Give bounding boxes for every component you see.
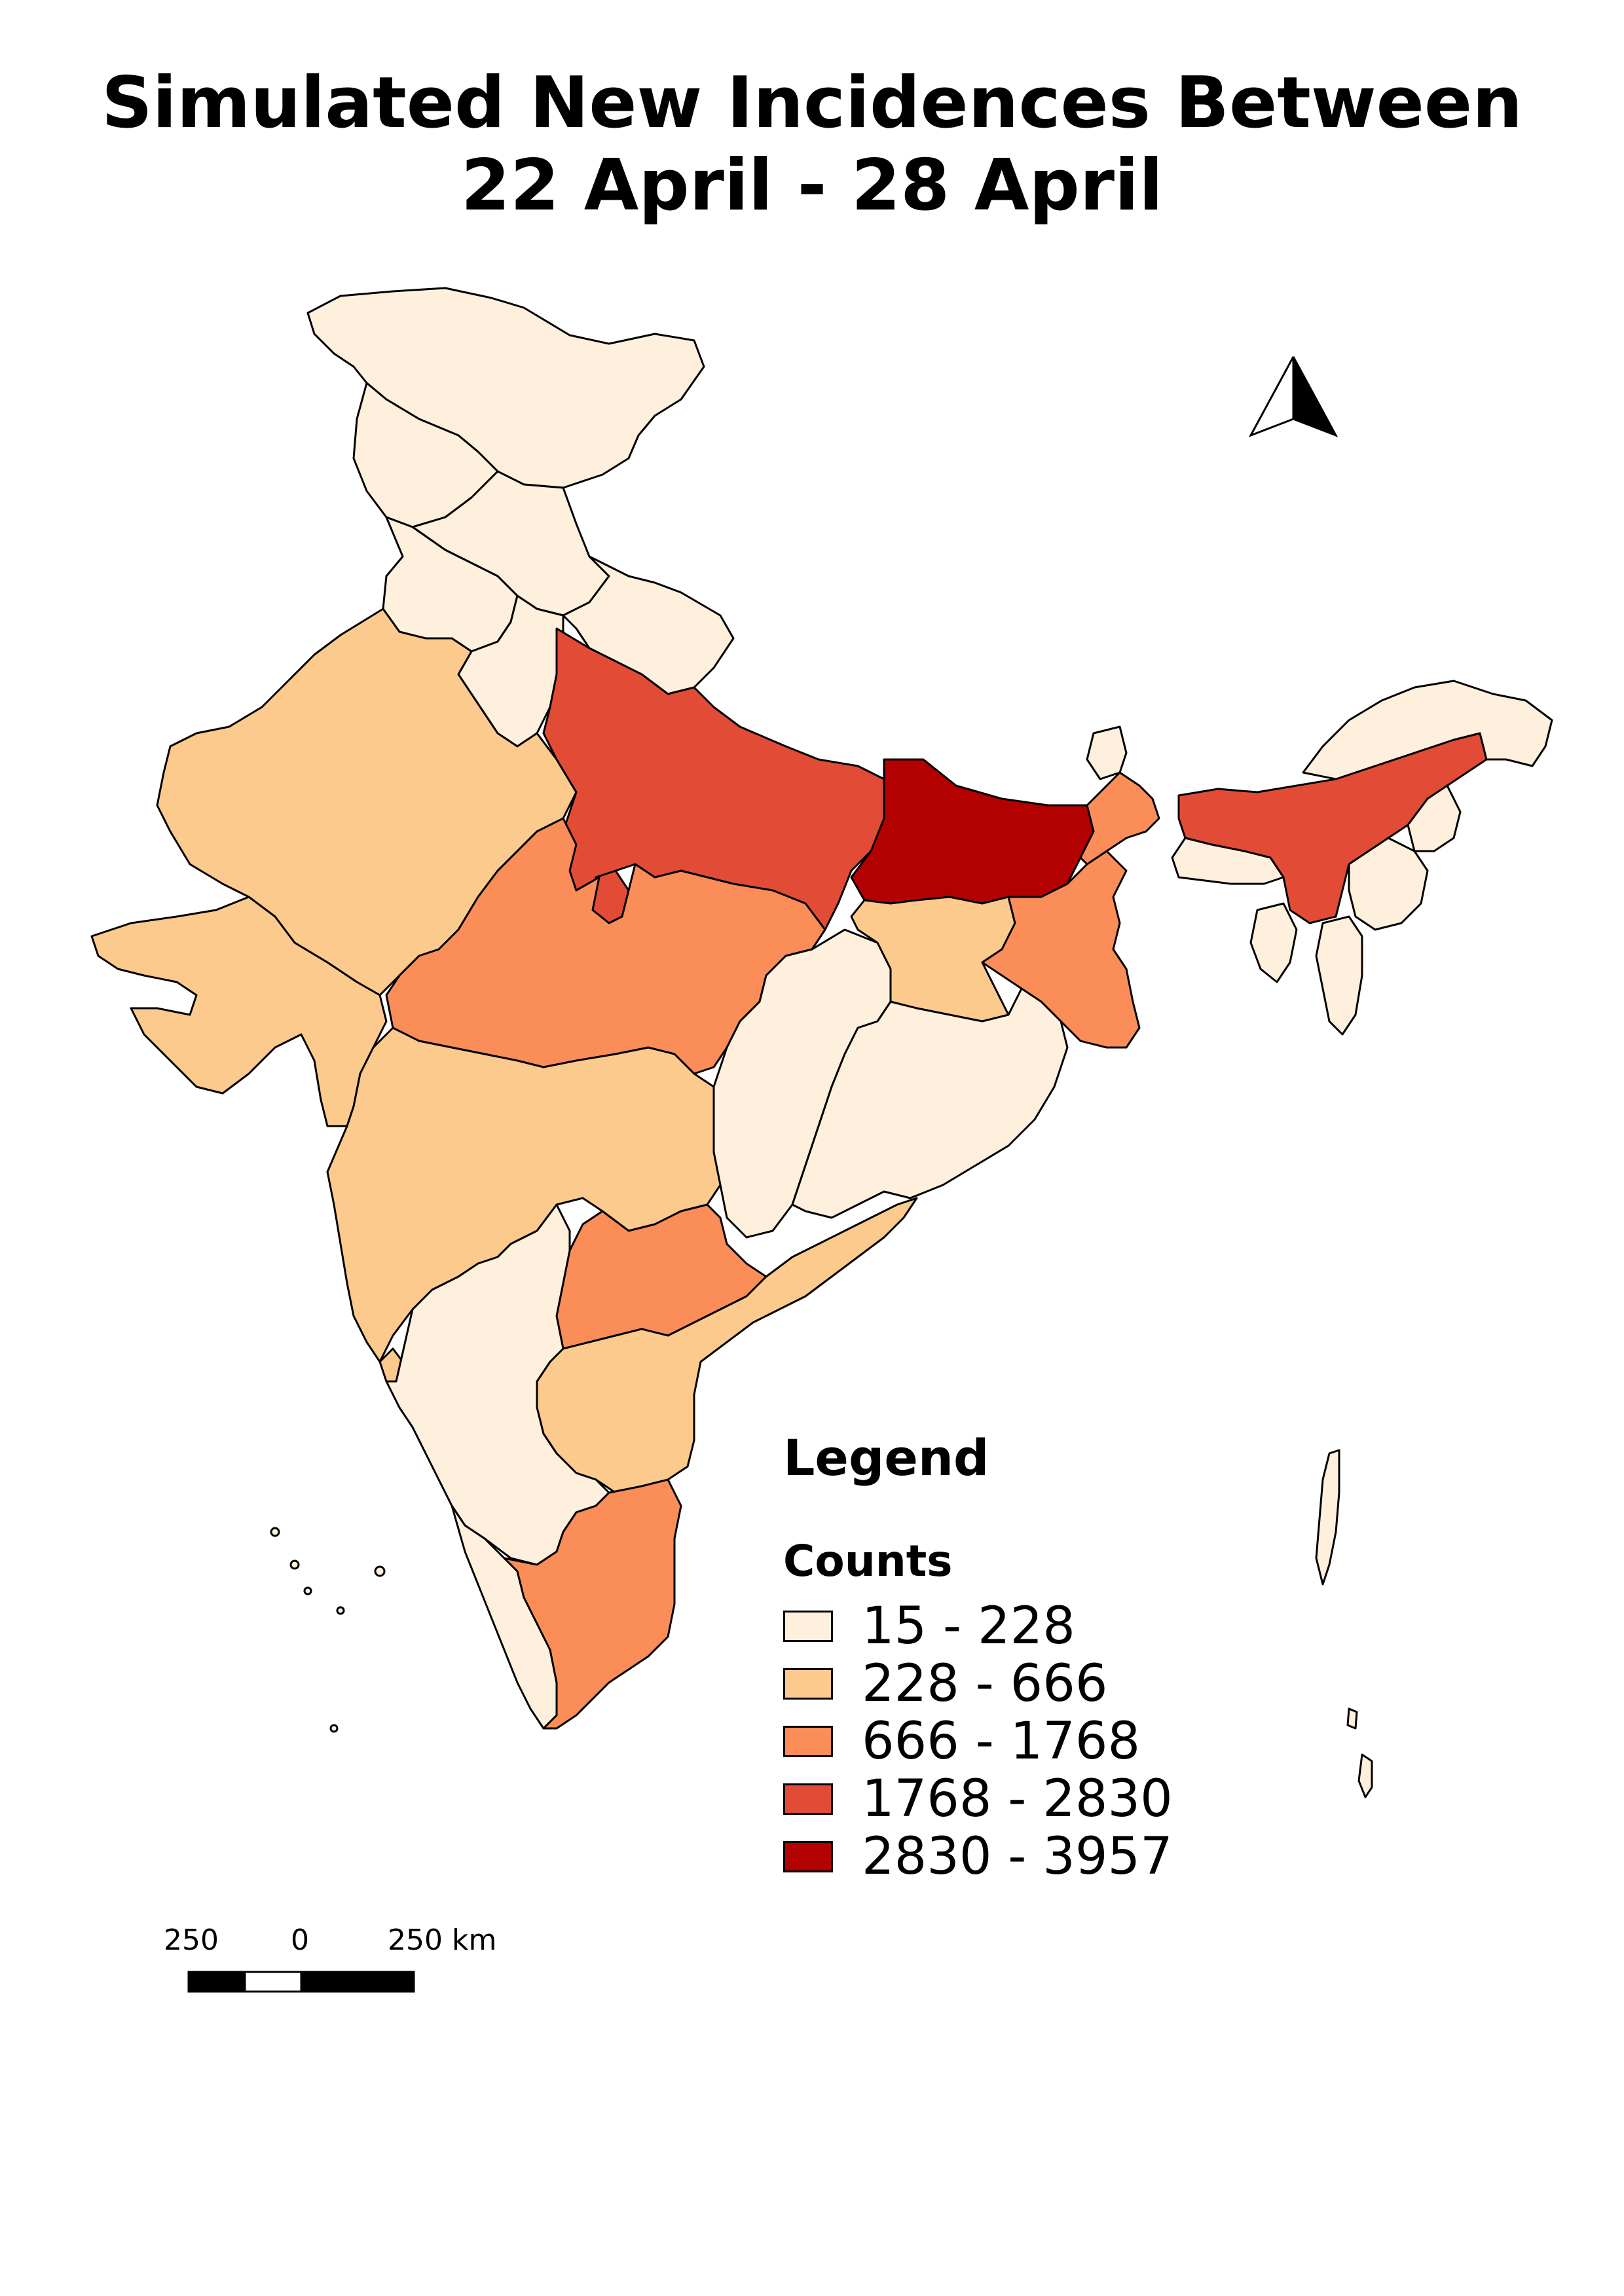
region-odisha	[791, 987, 1069, 1219]
legend-swatch	[783, 1783, 833, 1815]
legend-swatch	[783, 1668, 833, 1700]
region-jharkhand	[850, 896, 1016, 1023]
map-title: Simulated New Incidences Between 22 Apri…	[0, 62, 1624, 227]
scale-bar-seg-2	[244, 1971, 303, 1993]
region-andhra-pradesh	[536, 1197, 918, 1494]
region-sikkim	[1086, 725, 1128, 780]
title-line-2: 22 April - 28 April	[460, 145, 1164, 227]
region-lakshadweep-1	[270, 1527, 280, 1537]
scale-label-right: 250 km	[388, 1923, 497, 1957]
region-manipur	[1348, 837, 1429, 931]
region-andaman-islands	[1315, 1449, 1340, 1586]
legend-label: 228 - 666	[862, 1654, 1108, 1713]
legend-swatch	[783, 1611, 833, 1642]
legend-swatch	[783, 1726, 833, 1757]
legend-label: 2830 - 3957	[862, 1827, 1173, 1886]
legend-item: 666 - 1768	[783, 1712, 1173, 1771]
scale-bar-seg-1	[187, 1971, 246, 1993]
region-meghalaya	[1171, 837, 1285, 885]
legend-list: 15 - 228 228 - 666 666 - 1768 1768 - 283…	[783, 1597, 1173, 1886]
title-line-1: Simulated New Incidences Between	[101, 62, 1522, 144]
region-lakshadweep-4	[336, 1606, 345, 1615]
legend-subheading: Counts	[783, 1536, 953, 1586]
legend-item: 1768 - 2830	[783, 1770, 1173, 1829]
region-nicobar-islands	[1357, 1753, 1373, 1798]
region-tripura	[1249, 902, 1298, 983]
legend-item: 2830 - 3957	[783, 1827, 1173, 1886]
region-lakshadweep-6	[329, 1724, 339, 1733]
legend-label: 1768 - 2830	[862, 1770, 1173, 1829]
region-nicobar-small	[1346, 1707, 1358, 1730]
region-mizoram	[1315, 915, 1363, 1036]
scale-bar	[187, 1971, 415, 1993]
north-arrow-icon	[1248, 356, 1338, 437]
region-tamil-nadu	[503, 1478, 682, 1730]
legend-item: 228 - 666	[783, 1654, 1173, 1713]
legend-swatch	[783, 1841, 833, 1872]
region-gujarat	[90, 896, 388, 1127]
region-nagaland	[1407, 784, 1462, 852]
legend-item: 15 - 228	[783, 1597, 1173, 1656]
region-lakshadweep-3	[303, 1586, 312, 1595]
legend-label: 666 - 1768	[862, 1712, 1141, 1771]
scale-label-left: 250	[164, 1923, 219, 1957]
region-bihar	[850, 758, 1095, 905]
legend-heading: Legend	[783, 1429, 989, 1487]
region-arunachal-pradesh	[1302, 680, 1553, 780]
scale-bar-seg-3	[300, 1971, 415, 1993]
scale-label-mid: 0	[291, 1923, 309, 1957]
region-west-bengal-north	[1079, 771, 1160, 866]
legend-label: 15 - 228	[862, 1597, 1075, 1656]
region-lakshadweep-2	[289, 1559, 300, 1570]
region-lakshadweep-5	[374, 1565, 386, 1577]
